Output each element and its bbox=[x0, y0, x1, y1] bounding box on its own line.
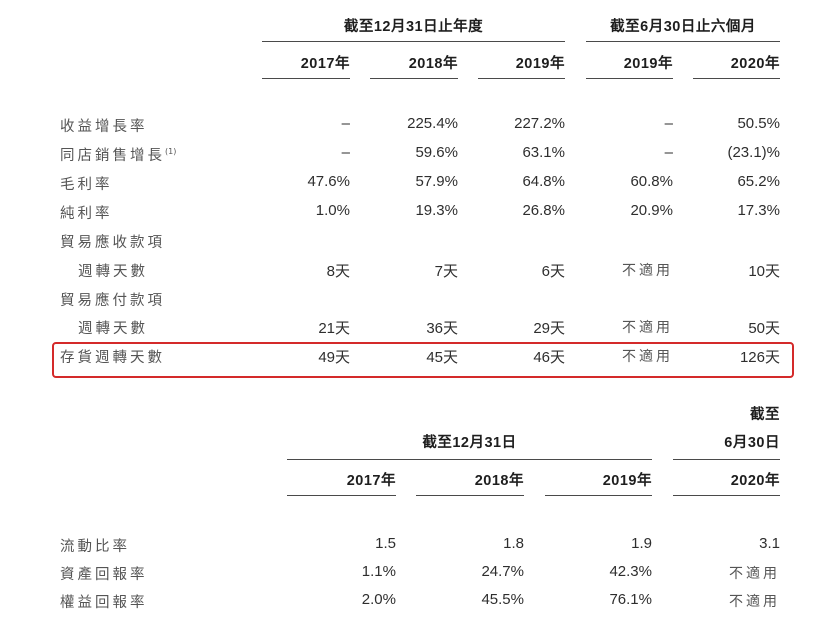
cell: 45天 bbox=[426, 349, 458, 366]
divider bbox=[586, 78, 673, 80]
cell: 29天 bbox=[533, 320, 565, 337]
divider bbox=[586, 41, 780, 43]
divider bbox=[262, 78, 350, 80]
cell: 64.8% bbox=[522, 173, 565, 190]
cell: 57.9% bbox=[415, 173, 458, 190]
column-header-2019: 2019年 bbox=[515, 56, 565, 72]
row-label: 同店銷售增長(1) bbox=[60, 144, 176, 165]
cell: 1.5 bbox=[375, 535, 396, 552]
cell: – bbox=[664, 144, 673, 161]
cell: 59.6% bbox=[415, 144, 458, 161]
cell: 20.9% bbox=[630, 202, 673, 219]
cell: 225.4% bbox=[407, 115, 458, 132]
cell: 46天 bbox=[533, 349, 565, 366]
divider bbox=[287, 459, 652, 461]
cell: – bbox=[341, 144, 350, 161]
column-header-2018: 2018年 bbox=[408, 56, 458, 72]
cell: 50.5% bbox=[737, 115, 780, 132]
cell: 2.0% bbox=[361, 591, 396, 608]
column-header-2018: 2018年 bbox=[474, 473, 524, 489]
group-header-six-months-line2: 6月30日 bbox=[724, 435, 780, 451]
cell: 26.8% bbox=[522, 202, 565, 219]
divider bbox=[673, 459, 780, 461]
group-header-six-months: 截至6月30日止六個月 bbox=[610, 19, 756, 35]
row-label: 純利率 bbox=[60, 206, 113, 222]
cell: 65.2% bbox=[737, 173, 780, 190]
cell: 19.3% bbox=[415, 202, 458, 219]
divider bbox=[478, 78, 565, 80]
cell: 49天 bbox=[318, 349, 350, 366]
cell: 1.9 bbox=[631, 535, 652, 552]
cell: 126天 bbox=[739, 349, 780, 366]
cell: 10天 bbox=[748, 263, 780, 280]
row-label: 資產回報率 bbox=[60, 567, 148, 583]
cell: 17.3% bbox=[737, 202, 780, 219]
row-label: 週轉天數 bbox=[78, 321, 148, 337]
cell: 6天 bbox=[541, 263, 565, 280]
group-header-six-months-line1: 截至 bbox=[750, 407, 780, 423]
group-header-annual: 截至12月31日 bbox=[422, 435, 517, 451]
highlight-box bbox=[52, 342, 794, 378]
divider bbox=[545, 495, 652, 497]
row-label: 貿易應收款項 bbox=[60, 235, 165, 251]
cell: (23.1)% bbox=[727, 144, 780, 161]
cell: – bbox=[664, 115, 673, 132]
footnote-marker: (1) bbox=[165, 147, 177, 156]
cell: 227.2% bbox=[514, 115, 565, 132]
column-header-2020-six-months: 2020年 bbox=[730, 56, 780, 72]
row-label: 存貨週轉天數 bbox=[60, 350, 165, 366]
row-label: 週轉天數 bbox=[78, 264, 148, 280]
divider bbox=[262, 41, 565, 43]
cell: 不適用 bbox=[622, 263, 673, 279]
cell: 3.1 bbox=[759, 535, 780, 552]
divider bbox=[287, 495, 396, 497]
cell: 24.7% bbox=[481, 563, 524, 580]
row-label: 收益增長率 bbox=[60, 119, 148, 135]
cell: 63.1% bbox=[522, 144, 565, 161]
cell: 36天 bbox=[426, 320, 458, 337]
cell: 60.8% bbox=[630, 173, 673, 190]
divider bbox=[673, 495, 780, 497]
row-label: 毛利率 bbox=[60, 177, 113, 193]
cell: 1.8 bbox=[503, 535, 524, 552]
cell: 1.1% bbox=[361, 563, 396, 580]
cell: 50天 bbox=[748, 320, 780, 337]
cell: 21天 bbox=[318, 320, 350, 337]
cell: 7天 bbox=[434, 263, 458, 280]
divider bbox=[416, 495, 524, 497]
cell: 42.3% bbox=[609, 563, 652, 580]
row-label: 權益回報率 bbox=[60, 595, 148, 611]
column-header-2017: 2017年 bbox=[300, 56, 350, 72]
row-label-text: 同店銷售增長 bbox=[60, 148, 165, 164]
divider bbox=[370, 78, 458, 80]
cell: 不適用 bbox=[729, 566, 780, 582]
cell: 8天 bbox=[326, 263, 350, 280]
cell: 1.0% bbox=[315, 202, 350, 219]
row-label: 流動比率 bbox=[60, 539, 130, 555]
cell: 47.6% bbox=[307, 173, 350, 190]
group-header-annual: 截至12月31日止年度 bbox=[343, 19, 484, 35]
cell: 76.1% bbox=[609, 591, 652, 608]
column-header-2017: 2017年 bbox=[346, 473, 396, 489]
cell: 45.5% bbox=[481, 591, 524, 608]
cell: 不適用 bbox=[729, 594, 780, 610]
cell: 不適用 bbox=[622, 320, 673, 336]
column-header-2019: 2019年 bbox=[602, 473, 652, 489]
cell: – bbox=[341, 115, 350, 132]
cell: 不適用 bbox=[622, 349, 673, 365]
column-header-2020: 2020年 bbox=[730, 473, 780, 489]
divider bbox=[693, 78, 780, 80]
column-header-2019-six-months: 2019年 bbox=[623, 56, 673, 72]
row-label: 貿易應付款項 bbox=[60, 293, 165, 309]
